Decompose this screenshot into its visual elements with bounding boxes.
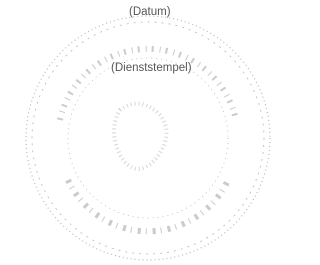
date-label: (Datum): [129, 6, 171, 18]
page: (Datum) (Dienststempel) (() => { const d…: [0, 0, 271, 265]
stamp-scan: (Datum) (Dienststempel): [0, 0, 271, 265]
background: [0, 0, 271, 265]
stamp-label: (Dienststempel): [111, 62, 192, 74]
